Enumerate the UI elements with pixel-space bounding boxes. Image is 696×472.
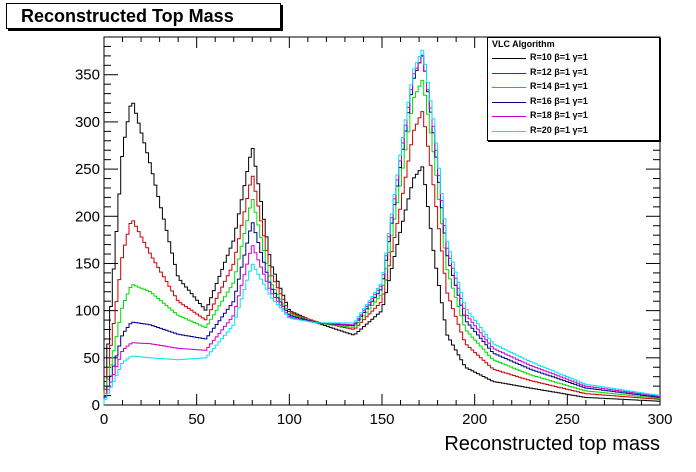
legend-swatch [492, 58, 526, 59]
legend-label: R=20 β=1 γ=1 [530, 124, 588, 135]
y-tick-label: 250 [75, 161, 100, 178]
y-tick-label: 0 [92, 397, 100, 414]
x-tick-label: 0 [100, 411, 108, 428]
x-tick-label: 100 [277, 411, 302, 428]
legend-swatch [492, 87, 526, 88]
legend-label: R=18 β=1 γ=1 [530, 110, 588, 120]
legend-entry: R=16 β=1 γ=1 [488, 95, 658, 109]
legend-label: R=14 β=1 γ=1 [530, 81, 588, 91]
series-line-2 [103, 79, 660, 405]
series-line-5 [103, 49, 660, 405]
y-tick-label: 350 [75, 67, 100, 84]
x-tick-label: 300 [647, 411, 672, 428]
x-axis-label: Reconstructed top mass [444, 433, 660, 455]
legend-swatch [492, 72, 526, 74]
y-tick-label: 200 [75, 208, 100, 225]
chart-title-box: Reconstructed Top Mass [6, 3, 281, 29]
legend-swatch [492, 116, 526, 117]
histogram-series [103, 49, 660, 405]
series-line-0 [103, 102, 660, 405]
legend-swatch [492, 101, 526, 103]
y-tick-label: 150 [75, 255, 100, 272]
legend-label: R=16 β=1 γ=1 [530, 95, 588, 106]
chart-title: Reconstructed Top Mass [21, 6, 234, 26]
y-tick-label: 300 [75, 114, 100, 131]
y-tick-label: 100 [75, 303, 100, 320]
series-line-4 [103, 56, 660, 405]
series-line-1 [103, 111, 660, 405]
series-line-3 [103, 54, 660, 405]
x-tick-label: 200 [462, 411, 487, 428]
legend-label: R=12 β=1 γ=1 [530, 66, 588, 77]
legend-title: VLC Algorithm [492, 39, 555, 49]
legend-swatch [492, 130, 526, 132]
legend: VLC Algorithm R=10 β=1 γ=1 R=12 β=1 γ=1 R=… [487, 37, 660, 141]
x-tick-label: 50 [188, 411, 205, 428]
legend-entry: R=18 β=1 γ=1 [488, 109, 658, 123]
y-tick-label: 50 [83, 350, 100, 367]
x-tick-label: 150 [369, 411, 394, 428]
legend-entry: R=14 β=1 γ=1 [488, 80, 658, 94]
legend-label: R=10 β=1 γ=1 [530, 52, 588, 62]
x-tick-label: 250 [555, 411, 580, 428]
legend-entry: R=12 β=1 γ=1 [488, 66, 658, 80]
legend-entry: R=10 β=1 γ=1 [488, 51, 658, 65]
legend-entry: R=20 β=1 γ=1 [488, 124, 658, 138]
